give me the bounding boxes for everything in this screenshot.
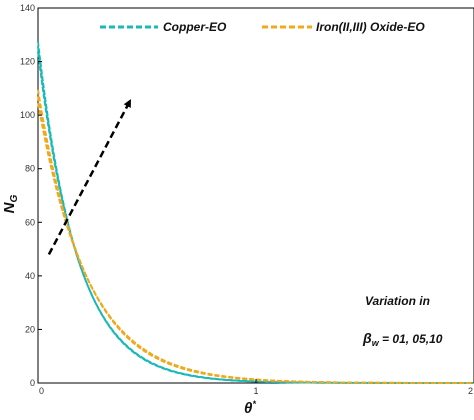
x-tick-label: 0 xyxy=(39,386,44,396)
beta-subscript: w xyxy=(372,338,380,348)
y-tick-label: 120 xyxy=(20,57,35,67)
y-tick-label: 140 xyxy=(20,3,35,13)
x-ticks: 0 1 2 xyxy=(37,379,474,396)
y-tick-label: 0 xyxy=(30,378,35,388)
x-tick-label: 1 xyxy=(253,386,258,396)
beta-symbol: β xyxy=(362,330,372,346)
y-axis-label-subscript: G xyxy=(9,194,20,202)
legend-label-iron: Iron(II,III) Oxide-EO xyxy=(316,20,425,34)
annotation-beta: βw = 01, 05,10 xyxy=(362,330,443,348)
y-ticks: 0 20 40 60 80 100 120 140 xyxy=(20,3,42,388)
x-axis-label: θ* xyxy=(244,399,256,417)
legend-label-copper: Copper-EO xyxy=(163,20,227,34)
x-axis-label-superscript: * xyxy=(252,399,256,409)
y-tick-label: 100 xyxy=(20,110,35,120)
series-line-2 xyxy=(37,46,474,384)
y-tick-label: 40 xyxy=(25,271,35,281)
plot-frame xyxy=(37,7,474,384)
x-tick-label: 2 xyxy=(468,386,473,396)
beta-values: = 01, 05,10 xyxy=(379,332,443,346)
y-tick-label: 60 xyxy=(25,217,35,227)
parameter-arrow xyxy=(47,99,131,256)
y-axis-label: NG xyxy=(1,194,20,213)
y-tick-label: 80 xyxy=(25,164,35,174)
legend: Copper-EO Iron(II,III) Oxide-EO xyxy=(100,20,425,34)
y-tick-label: 20 xyxy=(25,324,35,334)
series-line-6 xyxy=(37,102,474,384)
annotation-variation: Variation in xyxy=(365,294,430,308)
